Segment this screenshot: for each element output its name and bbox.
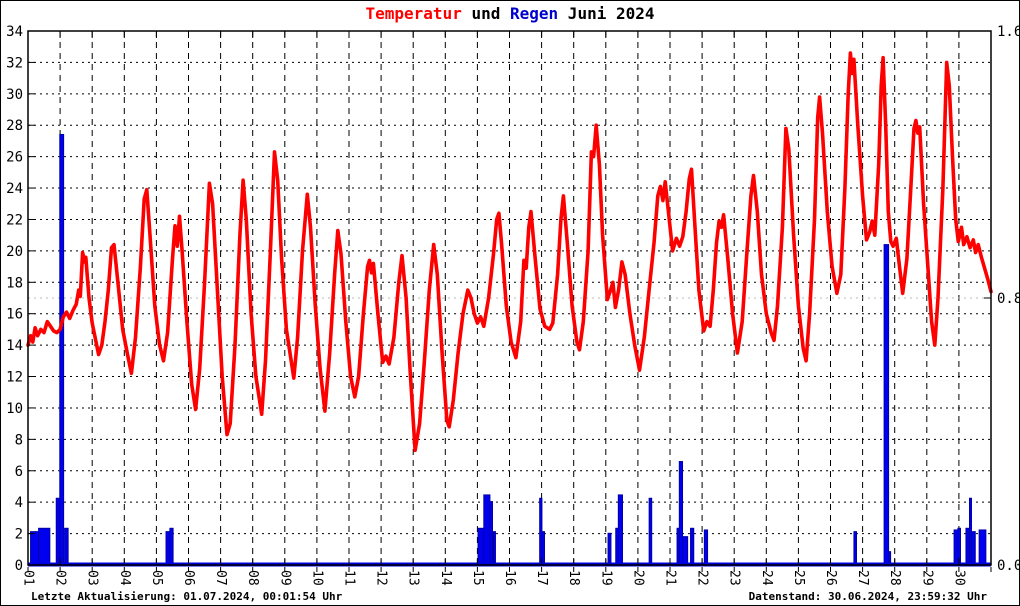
x-tick-label: 18 xyxy=(566,570,581,586)
rain-bar xyxy=(169,527,174,566)
x-tick-label: 23 xyxy=(727,570,742,586)
rain-bars xyxy=(30,133,987,566)
grid xyxy=(28,31,991,565)
rain-bar xyxy=(492,531,496,566)
x-tick-label: 14 xyxy=(438,570,453,586)
y-right-tick-label: 0.8 xyxy=(997,291,1020,307)
x-tick-label: 27 xyxy=(855,570,870,586)
y-left-tick-label: 22 xyxy=(6,212,23,228)
rain-bar xyxy=(883,244,890,566)
rain-bar xyxy=(617,494,623,566)
y-left-tick-label: 32 xyxy=(6,55,23,71)
rain-bar xyxy=(968,497,972,566)
y-left-tick-label: 2 xyxy=(15,527,23,543)
y-left-tick-label: 10 xyxy=(6,401,23,417)
rain-bar xyxy=(690,527,695,566)
x-tick-label: 09 xyxy=(277,570,292,586)
x-tick-label: 24 xyxy=(759,570,774,586)
chart-title-month: Juni 2024 xyxy=(558,4,655,23)
x-tick-label: 25 xyxy=(791,570,806,586)
y-left-tick-label: 26 xyxy=(6,150,23,166)
rain-bar xyxy=(489,501,493,566)
temperature-line xyxy=(26,51,993,453)
y-left-tick-label: 4 xyxy=(15,495,23,511)
x-tick-label: 06 xyxy=(181,570,196,586)
rain-bar xyxy=(38,527,51,566)
rain-bar xyxy=(953,529,959,566)
x-tick-label: 03 xyxy=(85,570,100,586)
rain-bar xyxy=(541,531,545,566)
y-left-tick-label: 18 xyxy=(6,275,23,291)
y-left-tick-label: 8 xyxy=(15,432,23,448)
x-tick-label: 07 xyxy=(213,570,228,586)
y-left-tick-label: 24 xyxy=(6,181,23,197)
chart-title-regen: Regen xyxy=(510,4,559,23)
y-left-tick-label: 14 xyxy=(6,338,23,354)
rain-bar xyxy=(59,133,65,566)
y-left-tick-label: 6 xyxy=(15,464,23,480)
rain-bar xyxy=(483,494,491,566)
chart-title: Temperatur und Regen Juni 2024 xyxy=(1,4,1019,23)
data-timestamp-text: Datenstand: 30.06.2024, 23:59:32 Uhr xyxy=(748,590,987,603)
x-tick-label: 19 xyxy=(598,570,613,586)
x-tick-label: 11 xyxy=(342,570,357,586)
rain-bar xyxy=(477,527,485,566)
x-tick-label: 12 xyxy=(374,570,389,586)
x-tick-label: 05 xyxy=(149,570,164,586)
x-tick-label: 04 xyxy=(117,570,132,586)
y-right-tick-label: 0.0 xyxy=(997,558,1020,574)
y-left-tick-label: 30 xyxy=(6,87,23,103)
rain-bar xyxy=(165,531,171,566)
rain-bar xyxy=(55,497,61,566)
x-tick-label: 08 xyxy=(245,570,260,586)
y-right-labels: 1.6 0.8 0.0 xyxy=(997,24,1020,574)
rain-bar xyxy=(853,531,858,566)
y-left-tick-label: 28 xyxy=(6,118,23,134)
x-tick-label: 01 xyxy=(21,570,36,586)
x-tick-label: 29 xyxy=(919,570,934,586)
x-tick-label: 17 xyxy=(534,570,549,586)
x-tick-label: 15 xyxy=(470,570,485,586)
x-tick-label: 21 xyxy=(663,570,678,586)
y-left-tick-label: 12 xyxy=(6,370,23,386)
x-tick-label: 28 xyxy=(887,570,902,586)
x-tick-label: 16 xyxy=(502,570,517,586)
rain-bar xyxy=(965,527,970,566)
x-tick-label: 10 xyxy=(309,570,324,586)
last-update-text: Letzte Aktualisierung: 01.07.2024, 00:01… xyxy=(31,590,343,603)
x-tick-label: 20 xyxy=(630,570,645,586)
x-tick-label: 02 xyxy=(53,570,68,586)
rain-bar xyxy=(978,529,987,566)
x-tick-label: 13 xyxy=(406,570,421,586)
y-left-tick-label: 34 xyxy=(6,24,23,40)
tick-marks xyxy=(27,30,992,572)
rain-bar xyxy=(64,527,69,566)
rain-bar xyxy=(30,531,40,566)
chart-title-temperatur: Temperatur xyxy=(365,4,462,23)
rain-bar xyxy=(703,529,709,566)
x-tick-label: 30 xyxy=(951,570,966,586)
rain-bar xyxy=(682,536,689,566)
y-left-tick-label: 0 xyxy=(15,558,23,574)
y-right-tick-label: 1.6 xyxy=(997,24,1020,40)
rain-bar xyxy=(648,497,653,566)
x-tick-label: 26 xyxy=(823,570,838,586)
y-left-tick-label: 16 xyxy=(6,307,23,323)
chart-title-und: und xyxy=(461,4,510,23)
rain-bar xyxy=(971,531,976,566)
x-tick-label: 22 xyxy=(695,570,710,586)
rain-bar xyxy=(607,532,612,566)
y-left-tick-label: 20 xyxy=(6,244,23,260)
x-axis-labels: 01 02 03 04 05 06 07 08 09 10 11 12 13 14 15 16 17 18 19 20… xyxy=(21,570,967,586)
